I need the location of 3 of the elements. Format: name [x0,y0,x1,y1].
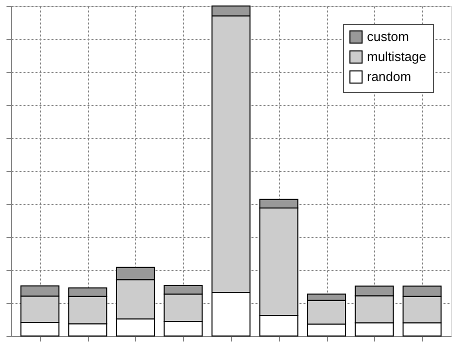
legend-label: multistage [367,49,426,64]
legend-label: custom [367,29,409,44]
legend-label: random [367,69,412,84]
